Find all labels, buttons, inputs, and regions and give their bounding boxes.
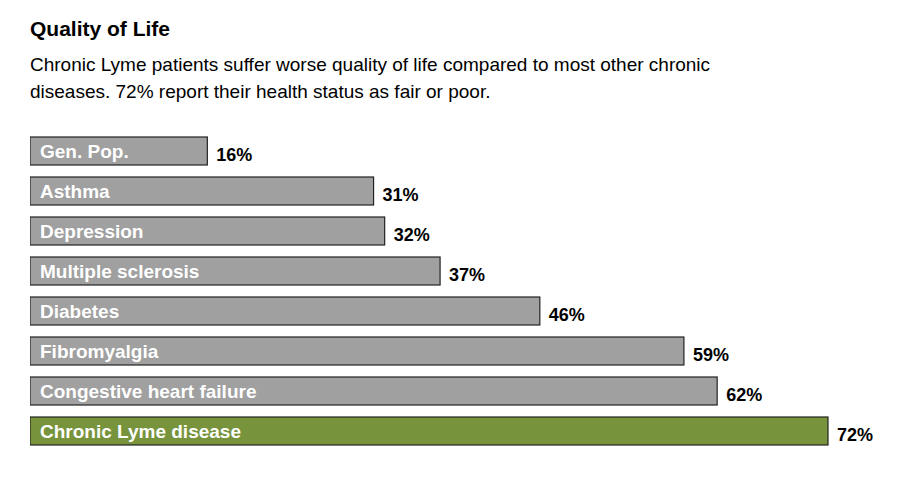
data-label: 59% bbox=[693, 345, 729, 365]
data-label: 72% bbox=[837, 425, 873, 445]
category-label: Diabetes bbox=[40, 301, 119, 322]
category-label: Gen. Pop. bbox=[40, 141, 129, 162]
data-label: 31% bbox=[383, 185, 419, 205]
data-label: 16% bbox=[216, 145, 252, 165]
bar bbox=[30, 417, 828, 445]
subtitle-line: diseases. 72% report their health status… bbox=[30, 81, 490, 102]
bar bbox=[30, 137, 207, 165]
data-label: 37% bbox=[449, 265, 485, 285]
bar bbox=[30, 337, 684, 365]
bars bbox=[30, 137, 828, 445]
subtitle: Chronic Lyme patients suffer worse quali… bbox=[30, 54, 710, 102]
bar bbox=[30, 177, 374, 205]
data-label: 46% bbox=[549, 305, 585, 325]
category-label: Fibromyalgia bbox=[40, 341, 159, 362]
category-label: Depression bbox=[40, 221, 143, 242]
data-labels: 16% 31% 32% 37% 46% 59% 62% 72% bbox=[216, 145, 873, 445]
bar bbox=[30, 217, 385, 245]
category-label: Chronic Lyme disease bbox=[40, 421, 241, 442]
bar bbox=[30, 297, 540, 325]
title: Quality of Life bbox=[30, 17, 170, 40]
category-labels: Gen. Pop. Asthma Depression Multiple sclero… bbox=[40, 141, 256, 442]
category-label: Congestive heart failure bbox=[40, 381, 256, 402]
subtitle-line: Chronic Lyme patients suffer worse quali… bbox=[30, 54, 710, 75]
chart: Quality of Life Chronic Lyme patients suf… bbox=[0, 0, 900, 483]
data-label: 32% bbox=[394, 225, 430, 245]
bar bbox=[30, 257, 440, 285]
category-label: Asthma bbox=[40, 181, 110, 202]
data-label: 62% bbox=[726, 385, 762, 405]
category-label: Multiple sclerosis bbox=[40, 261, 199, 282]
bar bbox=[30, 377, 717, 405]
